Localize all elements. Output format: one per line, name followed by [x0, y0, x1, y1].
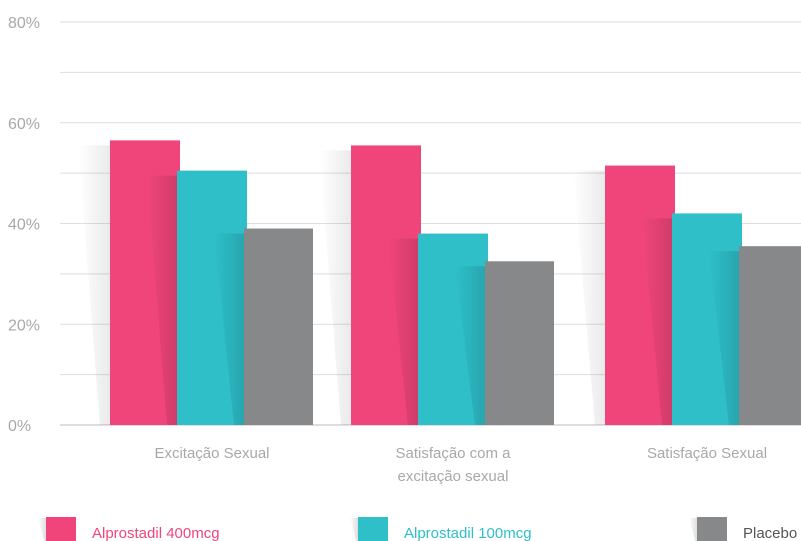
y-tick-label: 40%	[8, 217, 40, 234]
y-tick-label: 80%	[8, 15, 40, 32]
legend-swatch	[697, 517, 727, 541]
bar	[485, 261, 554, 425]
legend-label: Alprostadil 400mcg	[92, 525, 220, 541]
legend-label: Alprostadil 100mcg	[404, 525, 532, 541]
bar	[739, 246, 801, 425]
bar-shadow	[388, 238, 420, 425]
legend-swatch	[358, 517, 388, 541]
category-label: Satisfação com a	[395, 445, 511, 462]
legend: Alprostadil 400mcg Alprostadil 100mcg Plac…	[38, 517, 797, 541]
category-label: Satisfação Sexual	[647, 445, 767, 462]
legend-swatch-shadow	[689, 518, 699, 541]
bar-shadow	[147, 175, 179, 425]
bar-shadow	[78, 145, 112, 425]
legend-swatch-shadow	[38, 518, 48, 541]
y-tick-label: 20%	[8, 317, 40, 334]
y-axis-ticks: 0% 20% 40% 60% 80%	[8, 15, 40, 435]
bar-shadow	[319, 150, 353, 425]
category-label: Excitação Sexual	[154, 445, 269, 462]
category-label: excitação sexual	[398, 468, 509, 485]
legend-swatch-shadow	[350, 518, 360, 541]
y-tick-label: 0%	[8, 418, 31, 435]
y-tick-label: 60%	[8, 116, 40, 133]
bar	[244, 228, 313, 425]
legend-swatch	[46, 517, 76, 541]
bar-shadow	[214, 233, 246, 425]
bar-shadow	[455, 266, 487, 425]
bar-shadow	[709, 251, 741, 425]
legend-label: Placebo	[743, 525, 797, 541]
bars	[78, 140, 801, 425]
category-labels: Excitação Sexual Satisfação com a excitaçã…	[154, 445, 767, 485]
bar-shadow	[642, 218, 674, 425]
bar-shadow	[573, 170, 607, 425]
